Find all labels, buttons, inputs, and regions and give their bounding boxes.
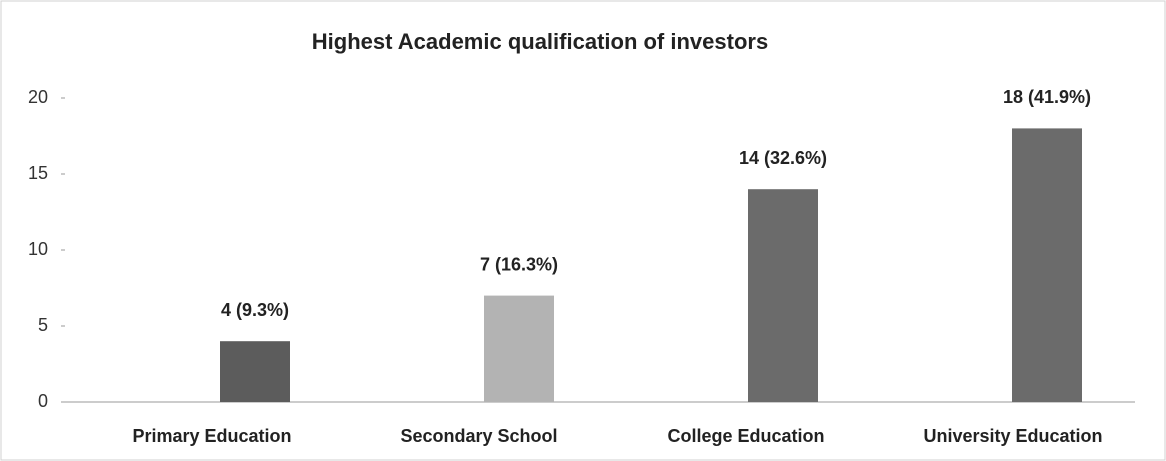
bar <box>1012 128 1082 402</box>
data-label: 4 (9.3%) <box>221 300 289 320</box>
x-tick-label: Secondary School <box>400 426 557 446</box>
y-tick-label: 20 <box>28 87 48 107</box>
bar <box>220 341 290 402</box>
x-tick-label: College Education <box>667 426 824 446</box>
y-tick-label: 15 <box>28 163 48 183</box>
chart-title: Highest Academic qualification of invest… <box>312 29 768 54</box>
y-tick-label: 10 <box>28 239 48 259</box>
y-tick-label: 0 <box>38 391 48 411</box>
bar <box>484 295 554 402</box>
y-tick-label: 5 <box>38 315 48 335</box>
x-tick-label: Primary Education <box>132 426 291 446</box>
data-label: 7 (16.3%) <box>480 254 558 274</box>
x-tick-label: University Education <box>923 426 1102 446</box>
data-label: 14 (32.6%) <box>739 148 827 168</box>
data-label: 18 (41.9%) <box>1003 87 1091 107</box>
bar <box>748 189 818 402</box>
